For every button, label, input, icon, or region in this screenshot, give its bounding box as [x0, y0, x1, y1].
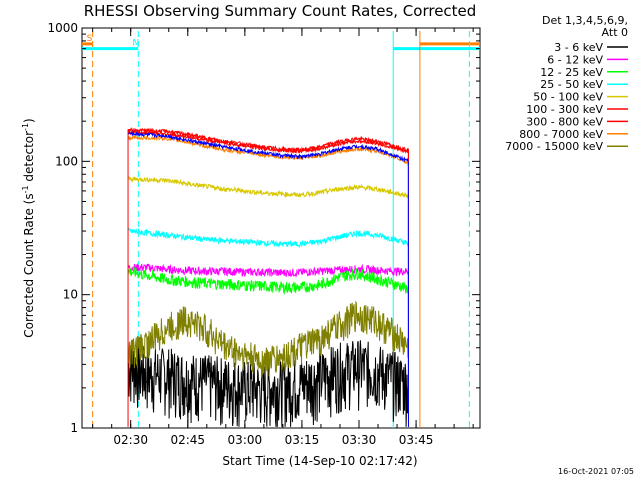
x-tick-label-1: 02:45 — [170, 433, 205, 447]
y-label-sup1: -1 — [21, 185, 30, 193]
series-line-6 — [127, 129, 409, 427]
x-tick-label-4: 03:30 — [342, 433, 377, 447]
legend-label-5: 100 - 300 keV — [526, 103, 603, 116]
legend-label-4: 50 - 100 keV — [533, 91, 603, 104]
flag-label-1: N — [132, 39, 139, 49]
series-line-3 — [127, 227, 409, 427]
series-line-2 — [127, 266, 409, 427]
y-axis-ticks: 1 10 100 1000 — [47, 21, 480, 435]
x-axis-label: Start Time (14-Sep-10 02:17:42) — [222, 454, 417, 468]
legend-label-7: 800 - 7000 keV — [519, 128, 603, 141]
y-label-main: Corrected Count Rate (s — [22, 193, 36, 337]
y-axis-label: Corrected Count Rate (s-1 detector-1) — [21, 118, 36, 337]
series-layer — [127, 127, 409, 427]
series-line-8 — [127, 300, 409, 427]
legend-label-0: 3 - 6 keV — [554, 41, 603, 54]
legend-label-2: 12 - 25 keV — [540, 66, 603, 79]
legend-header-1: Att 0 — [602, 26, 628, 39]
y-label-sup2: -1 — [21, 123, 30, 131]
x-tick-label-3: 03:15 — [285, 433, 320, 447]
legend-label-6: 300 - 800 keV — [526, 115, 603, 128]
series-line-4 — [127, 176, 409, 427]
x-tick-label-5: 03:45 — [399, 433, 434, 447]
timestamp: 16-Oct-2021 07:05 — [558, 467, 634, 476]
legend-label-1: 6 - 12 keV — [547, 53, 603, 66]
x-axis-ticks: 02:30 02:45 03:00 03:15 03:30 03:45 — [92, 28, 474, 447]
x-tick-label-2: 03:00 — [228, 433, 263, 447]
y-tick-label-3: 1000 — [47, 21, 78, 35]
y-tick-label-0: 1 — [70, 421, 78, 435]
legend-header-0: Det 1,3,4,5,6,9, — [542, 14, 628, 27]
y-label-end: ) — [22, 118, 36, 123]
series-line-extra-0 — [127, 130, 409, 427]
legend-label-8: 7000 - 15000 keV — [505, 140, 603, 153]
y-tick-label-2: 100 — [55, 154, 78, 168]
flag-label-0: S — [87, 34, 93, 44]
x-tick-label-0: 02:30 — [113, 433, 148, 447]
y-label-mid: detector — [22, 131, 36, 186]
plot-frame — [81, 27, 481, 429]
series-line-1 — [127, 263, 409, 427]
y-tick-label-1: 10 — [63, 288, 78, 302]
legend-label-3: 25 - 50 keV — [540, 78, 603, 91]
chart-title: RHESSI Observing Summary Count Rates, Co… — [84, 2, 477, 20]
series-line-7 — [127, 134, 409, 427]
